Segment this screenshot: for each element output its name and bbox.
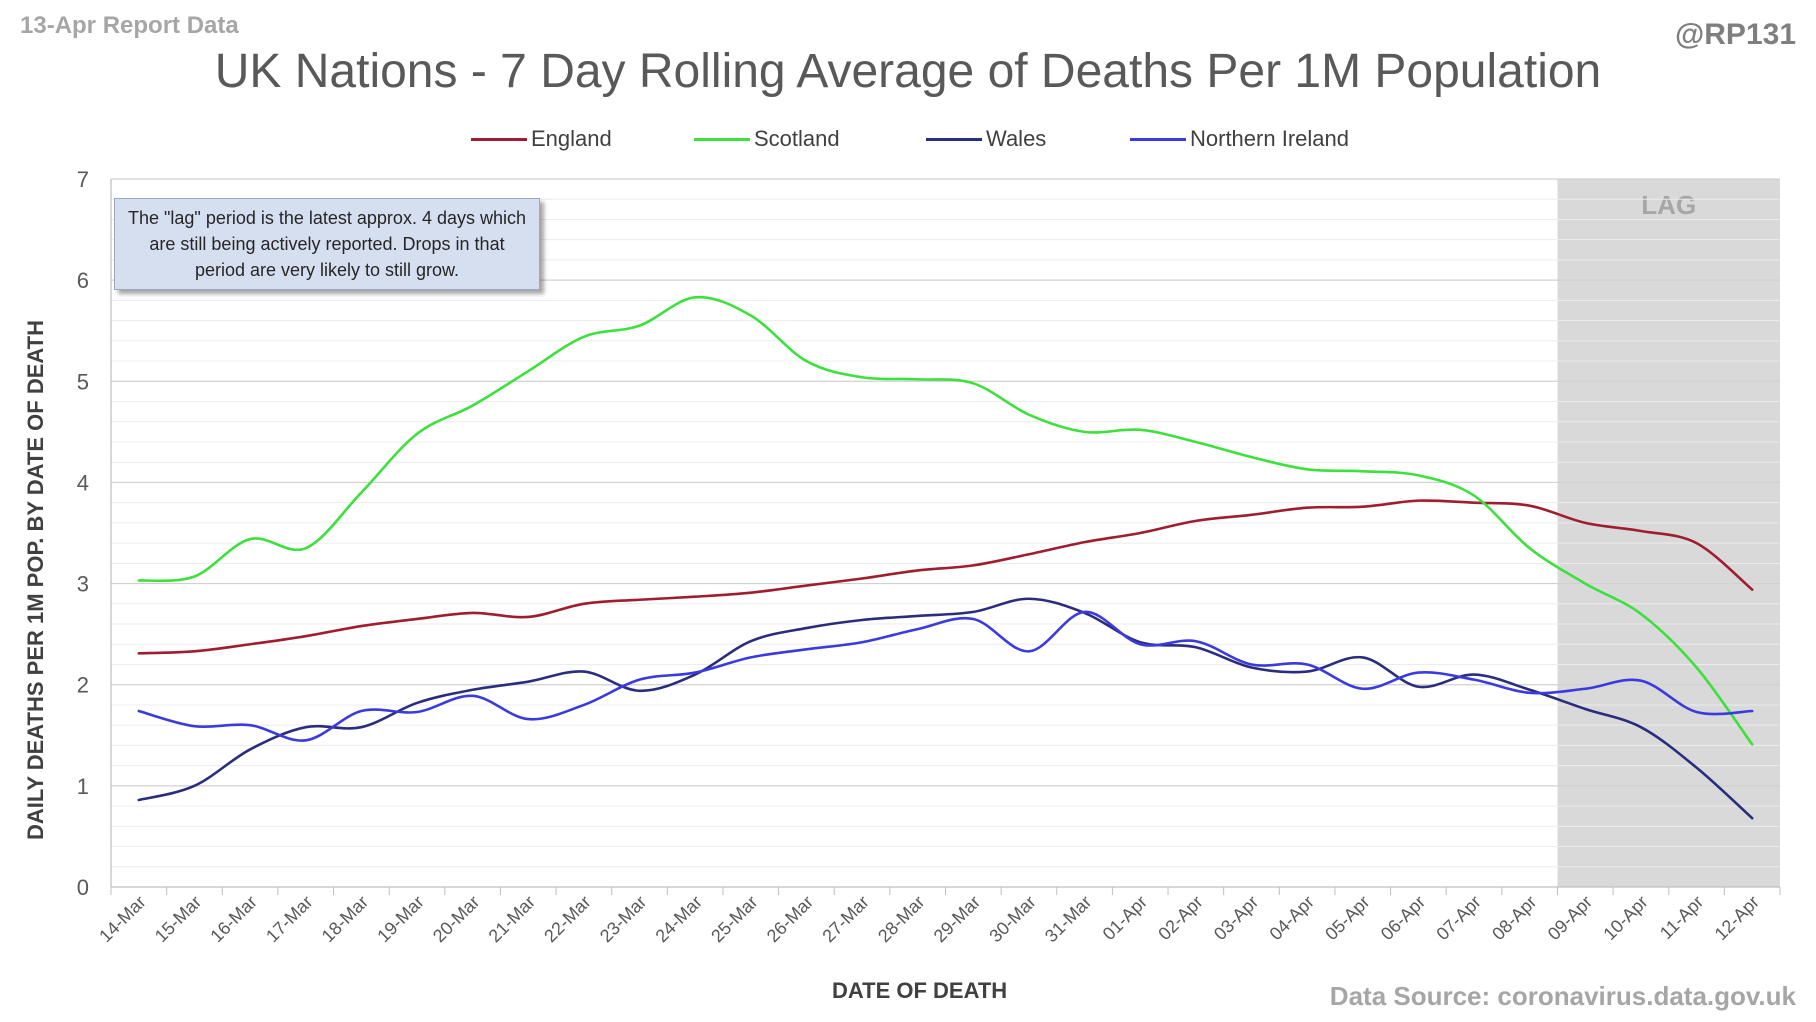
y-tick-label: 2 <box>77 673 89 698</box>
x-tick-label-18-mar: 18-Mar <box>318 892 372 946</box>
x-tick-label-01-apr: 01-Apr <box>1099 892 1151 944</box>
legend-item-wales: Wales <box>926 126 1046 152</box>
legend-swatch-northern-ireland <box>1130 137 1186 141</box>
report-tag: 13-Apr Report Data <box>20 12 239 39</box>
chart-title: UK Nations - 7 Day Rolling Average of De… <box>214 45 1602 98</box>
y-tick-label: 7 <box>77 167 89 192</box>
x-tick-label-14-mar: 14-Mar <box>95 892 149 946</box>
x-tick-label-21-mar: 21-Mar <box>485 892 539 946</box>
x-tick-label-06-apr: 06-Apr <box>1377 892 1429 944</box>
legend-item-scotland: Scotland <box>694 126 840 152</box>
legend-swatch-wales <box>926 137 982 141</box>
lag-label: LAG <box>1641 190 1696 220</box>
x-axis-title: DATE OF DEATH <box>832 978 1008 1003</box>
y-tick-label: 1 <box>77 774 89 799</box>
x-tick-label-29-mar: 29-Mar <box>930 892 984 946</box>
lag-note: The "lag" period is the latest approx. 4… <box>114 198 540 290</box>
y-tick-label: 5 <box>77 369 89 394</box>
legend-label-wales: Wales <box>986 126 1047 151</box>
x-tick-label-24-mar: 24-Mar <box>652 892 706 946</box>
x-tick-label-11-apr: 11-Apr <box>1656 892 1707 943</box>
x-tick-label-15-mar: 15-Mar <box>151 892 205 946</box>
legend-swatch-scotland <box>694 137 750 141</box>
x-tick-label-30-mar: 30-Mar <box>985 892 1039 946</box>
x-tick-label-08-apr: 08-Apr <box>1488 892 1540 944</box>
series-line-england <box>137 499 1754 655</box>
x-tick-label-17-mar: 17-Mar <box>262 892 316 946</box>
chart-legend: England Scotland Wales Northern Ireland <box>0 126 1816 156</box>
x-tick-label-12-apr: 12-Apr <box>1711 892 1763 944</box>
legend-label-england: England <box>531 126 612 151</box>
series-line-scotland <box>137 295 1754 746</box>
x-tick-label-25-mar: 25-Mar <box>707 892 761 946</box>
x-tick-label-28-mar: 28-Mar <box>874 892 928 946</box>
legend-swatch-england <box>471 137 527 141</box>
y-tick-label: 4 <box>77 470 89 495</box>
x-tick-label-04-apr: 04-Apr <box>1266 892 1318 944</box>
x-tick-label-31-mar: 31-Mar <box>1041 892 1095 946</box>
legend-label-scotland: Scotland <box>754 126 840 151</box>
y-tick-label: 3 <box>77 572 89 597</box>
lag-region <box>1557 179 1780 887</box>
x-tick-label-05-apr: 05-Apr <box>1321 892 1373 944</box>
series-line-wales <box>137 597 1754 820</box>
x-tick-label-09-apr: 09-Apr <box>1544 892 1596 944</box>
x-tick-label-03-apr: 03-Apr <box>1210 892 1262 944</box>
x-tick-label-27-mar: 27-Mar <box>818 892 872 946</box>
x-tick-label-26-mar: 26-Mar <box>763 892 817 946</box>
x-tick-label-20-mar: 20-Mar <box>429 892 483 946</box>
x-tick-label-23-mar: 23-Mar <box>596 892 650 946</box>
x-tick-label-02-apr: 02-Apr <box>1154 892 1206 944</box>
legend-item-england: England <box>471 126 612 152</box>
y-tick-label: 0 <box>77 875 89 900</box>
x-tick-label-22-mar: 22-Mar <box>540 892 594 946</box>
y-axis-title: DAILY DEATHS PER 1M POP. BY DATE OF DEAT… <box>23 320 48 840</box>
legend-label-northern-ireland: Northern Ireland <box>1190 126 1349 151</box>
x-tick-label-16-mar: 16-Mar <box>206 892 260 946</box>
x-tick-label-07-apr: 07-Apr <box>1432 892 1484 944</box>
series-line-northern-ireland <box>137 610 1754 742</box>
x-tick-label-10-apr: 10-Apr <box>1599 892 1651 944</box>
legend-item-northern-ireland: Northern Ireland <box>1130 126 1349 152</box>
y-tick-label: 6 <box>77 268 89 293</box>
author-handle: @RP131 <box>1675 18 1796 51</box>
x-tick-label-19-mar: 19-Mar <box>373 892 427 946</box>
data-source: Data Source: coronavirus.data.gov.uk <box>1329 981 1796 1011</box>
